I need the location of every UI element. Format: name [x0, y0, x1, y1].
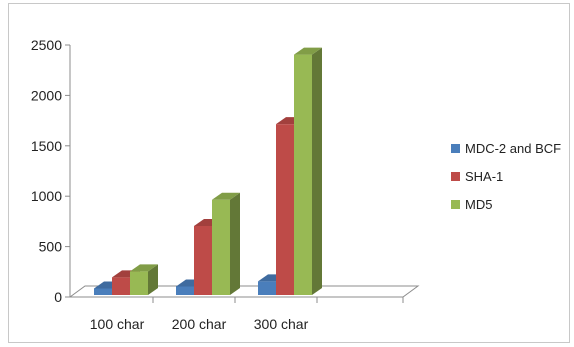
y-tick-label: 500	[39, 239, 63, 255]
legend-swatch	[451, 144, 460, 153]
bar-side	[312, 47, 322, 295]
legend-item-mdc-2-and-bcf: MDC-2 and BCF	[451, 141, 561, 156]
legend-item-md5: MD5	[451, 197, 492, 212]
bar-front	[94, 288, 112, 295]
bar-top	[130, 264, 158, 272]
bar-md5-0	[130, 264, 158, 295]
bar-top	[294, 47, 322, 55]
axes	[65, 44, 404, 303]
x-tick-label: 100 char	[90, 316, 145, 332]
bar-front	[112, 277, 130, 295]
bar-front	[276, 124, 294, 295]
bar-front	[130, 271, 148, 295]
tick-labels: 0 500 1000 1500 2000 2500 100 char 200 char 300 …	[31, 37, 309, 332]
bar-front	[176, 286, 194, 295]
x-tick-label: 300 char	[254, 316, 309, 332]
legend-swatch	[451, 200, 460, 209]
bar-md5-2	[294, 47, 322, 295]
y-tick-label: 2500	[31, 37, 62, 53]
legend: MDC-2 and BCF SHA-1 MD5	[451, 141, 561, 212]
bar-top	[212, 192, 240, 200]
bar-md5-1	[212, 192, 240, 295]
legend-label: MD5	[465, 197, 492, 212]
y-tick-label: 2000	[31, 87, 62, 103]
y-tick-label: 1500	[31, 138, 62, 154]
legend-label: MDC-2 and BCF	[465, 141, 561, 156]
bars	[94, 47, 322, 295]
bar-front	[194, 225, 212, 295]
bar-front	[212, 199, 230, 295]
y-tick-label: 0	[54, 289, 62, 305]
y-tick-label: 1000	[31, 188, 62, 204]
bar-side	[148, 264, 158, 295]
bar-front	[258, 281, 276, 295]
x-tick-label: 200 char	[172, 316, 227, 332]
bar-front	[294, 54, 312, 295]
legend-label: SHA-1	[465, 169, 503, 184]
legend-item-sha-1: SHA-1	[451, 169, 503, 184]
legend-swatch	[451, 172, 460, 181]
bar-side	[230, 192, 240, 295]
